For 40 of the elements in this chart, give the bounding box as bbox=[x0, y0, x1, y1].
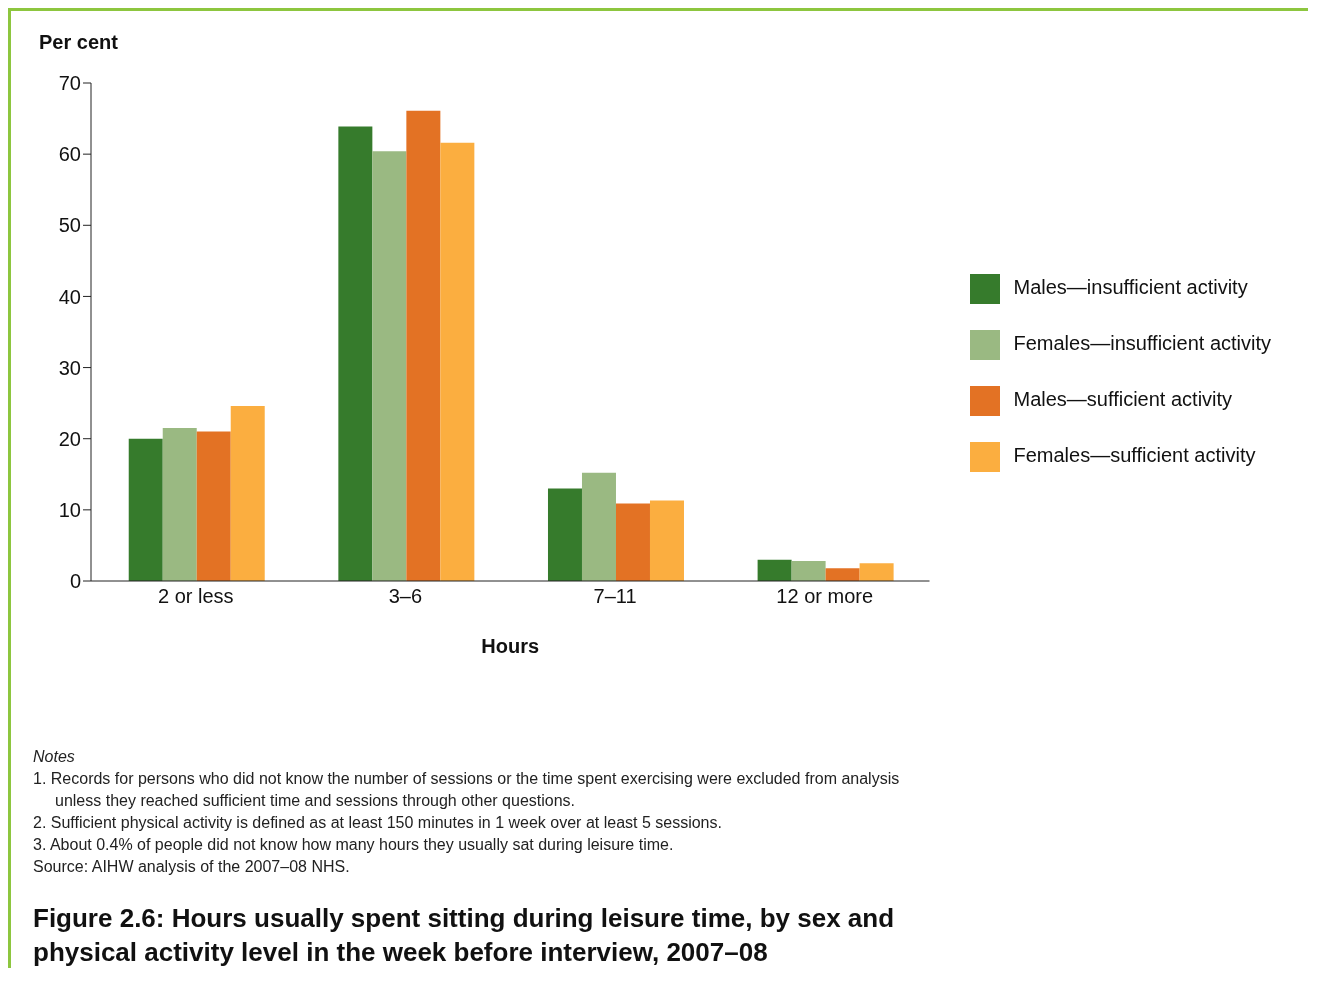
bar bbox=[196, 431, 231, 581]
legend-label: Females—sufficient activity bbox=[1013, 444, 1256, 466]
y-tick-label: 0 bbox=[69, 570, 81, 593]
bar bbox=[825, 568, 860, 581]
bar bbox=[615, 503, 650, 581]
bar bbox=[581, 472, 616, 581]
bar bbox=[859, 563, 894, 581]
x-tick-label: 2 or less bbox=[158, 585, 234, 608]
y-tick-label: 70 bbox=[58, 72, 81, 95]
y-tick-label: 30 bbox=[58, 356, 81, 379]
x-tick-label: 7–11 bbox=[593, 585, 637, 608]
text: 1. Records for persons who did not know the number of sessions or the time spent exercising were excluded from analysis unless they reached sufficient time and sessions through other questions. bbox=[33, 769, 901, 811]
y-tick-label: 50 bbox=[58, 214, 81, 237]
bar bbox=[649, 500, 684, 581]
y-tick-label: 20 bbox=[58, 427, 81, 450]
x-tick-label: 3–6 bbox=[388, 585, 423, 608]
bar bbox=[791, 561, 826, 581]
bar bbox=[406, 110, 441, 581]
y-tick-label: 40 bbox=[58, 285, 81, 308]
legend-label: Females—insufficient activity bbox=[1013, 332, 1271, 354]
x-axis-title: Hours bbox=[481, 635, 540, 657]
text: Figure 2.6: Hours usually spent sitting during leisure time, by sex and physical activity level in the week before interview, 2007–08 bbox=[33, 902, 896, 969]
text: 3. About 0.4% of people did not know how many hours they usually sat during leisure time. bbox=[33, 835, 675, 855]
y-tick-label: 10 bbox=[58, 498, 81, 521]
bar bbox=[338, 126, 373, 581]
text: 2. Sufficient physical activity is defined as at least 150 minutes in 1 week over at least 5 sessions. bbox=[33, 813, 723, 833]
x-tick-label: 12 or more bbox=[776, 585, 874, 608]
legend-label: Males—insufficient activity bbox=[1013, 276, 1248, 298]
bar bbox=[230, 405, 265, 581]
bar bbox=[440, 142, 475, 581]
bar bbox=[757, 559, 792, 581]
bar bbox=[162, 428, 197, 581]
bar bbox=[372, 151, 407, 581]
y-axis-title: Per cent bbox=[39, 31, 118, 54]
bar bbox=[128, 438, 163, 581]
y-tick-label: 60 bbox=[58, 143, 81, 166]
legend-label: Males—sufficient activity bbox=[1013, 388, 1233, 410]
bar bbox=[547, 488, 582, 581]
text: Notes bbox=[33, 747, 76, 767]
source-note: Source: AIHW analysis of the 2007–08 NHS. bbox=[33, 857, 351, 877]
